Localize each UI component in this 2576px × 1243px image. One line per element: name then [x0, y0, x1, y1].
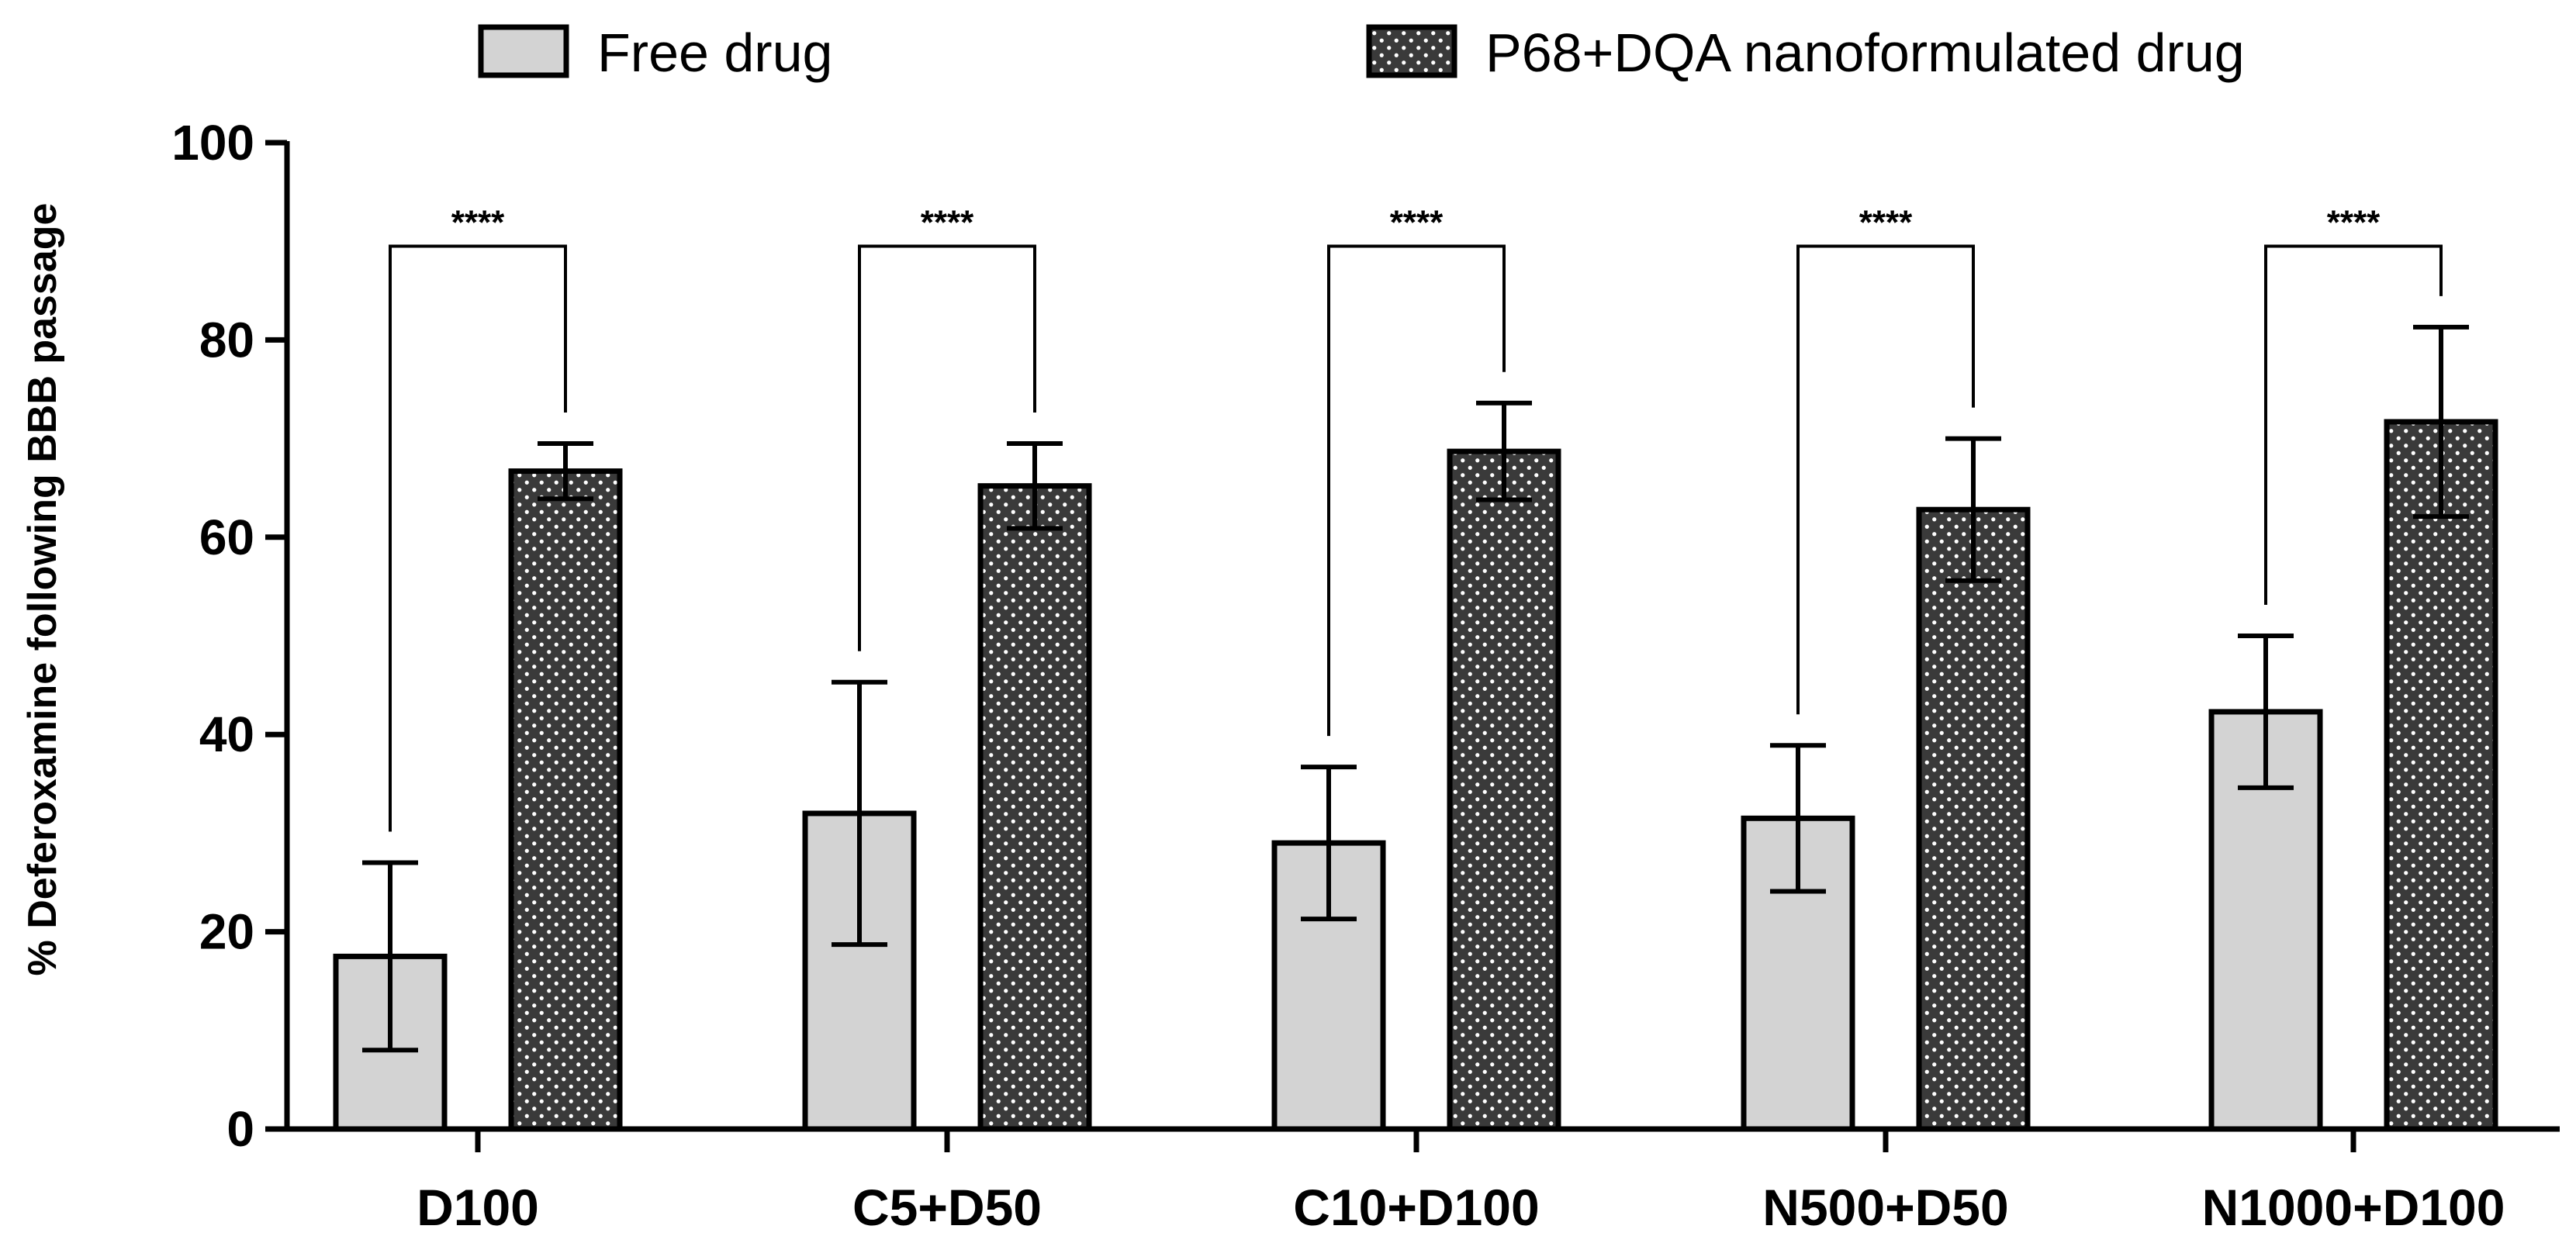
legend-swatch	[1366, 24, 1457, 78]
nano-drug-bar-n1000-d100-error-bar	[2413, 324, 2469, 520]
x-tick-label: D100	[417, 1179, 539, 1236]
significance-label: ****	[2327, 204, 2381, 242]
free-drug-bar-n500-d50-error-bar	[1770, 743, 1826, 894]
significance-bracket: ****	[389, 204, 567, 832]
x-tick-label: N1000+D100	[2202, 1179, 2505, 1236]
bracket-line	[2264, 244, 2443, 605]
significance-label: ****	[451, 204, 505, 242]
nano-drug-bar-c10-d100	[1447, 448, 1561, 1132]
legend-item: Free drug	[478, 22, 832, 83]
nano-drug-bar-d100	[508, 468, 623, 1132]
y-tick-label: 40	[199, 706, 254, 762]
nano-drug-bar-c10-d100-error-bar	[1476, 400, 1532, 502]
nano-drug-bar-c5-d50-error-bar	[1007, 440, 1063, 531]
significance-bracket: ****	[1327, 204, 1506, 737]
significance-label: ****	[1390, 204, 1444, 242]
bracket-line	[1327, 244, 1506, 737]
nano-drug-bar-c5-d50	[977, 483, 1092, 1132]
free-drug-bar-c10-d100-error-bar	[1301, 765, 1357, 922]
legend-item: P68+DQA nanoformulated drug	[1366, 22, 2245, 83]
y-tick-label: 60	[199, 509, 254, 565]
y-tick-label: 20	[199, 904, 254, 960]
y-tick-label: 80	[199, 312, 254, 368]
legend-label: Free drug	[597, 22, 832, 83]
legend-label: P68+DQA nanoformulated drug	[1485, 22, 2245, 83]
free-drug-bar-d100-error-bar	[362, 860, 418, 1053]
y-tick-label: 0	[226, 1101, 254, 1157]
x-tick-label: N500+D50	[1762, 1179, 2008, 1236]
nano-drug-bar-n1000-d100	[2384, 419, 2498, 1132]
significance-bracket: ****	[858, 204, 1036, 651]
y-axis-title: % Deferoxamine following BBB passage	[20, 203, 65, 976]
nano-drug-bar-n500-d50-error-bar	[1945, 436, 2001, 583]
plot-area: 0 20 40 60 80 100 D100 C5+D50 C10+D100 N500+D50 N1…	[171, 115, 2560, 1236]
nano-drug-bar-n500-d50	[1916, 506, 2031, 1132]
x-tick-label: C10+D100	[1293, 1179, 1539, 1236]
x-tick-label: C5+D50	[852, 1179, 1042, 1236]
legend: Free drug P68+DQA nanoformulated drug	[478, 22, 2245, 83]
bracket-line	[858, 244, 1036, 651]
y-tick-label: 100	[171, 115, 254, 171]
bracket-line	[1796, 244, 1975, 715]
significance-label: ****	[1859, 204, 1913, 242]
nano-drug-bar-d100-error-bar	[538, 440, 593, 502]
legend-swatch	[478, 24, 569, 78]
bracket-line	[389, 244, 567, 832]
significance-label: ****	[921, 204, 974, 242]
significance-bracket: ****	[2264, 204, 2443, 605]
significance-bracket: ****	[1796, 204, 1975, 715]
free-drug-bar-n1000-d100-error-bar	[2238, 634, 2294, 790]
free-drug-bar-c5-d50-error-bar	[832, 679, 887, 948]
